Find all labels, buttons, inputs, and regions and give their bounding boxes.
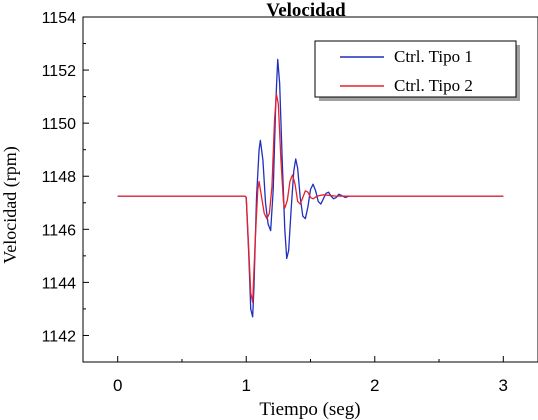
x-axis: 0 1 2 3 [113, 356, 508, 395]
legend: Ctrl. Tipo 1 Ctrl. Tipo 2 [314, 40, 520, 101]
y-tick-label: 1146 [42, 222, 77, 239]
x-tick-label: 0 [113, 376, 122, 395]
legend-label-series-2: Ctrl. Tipo 2 [394, 76, 473, 95]
y-tick-label: 1144 [42, 275, 77, 292]
y-axis-label: Velocidad (rpm) [0, 146, 21, 263]
chart-title: Velocidad [266, 0, 346, 21]
series-layer [117, 58, 504, 318]
y-tick-label: 1150 [42, 116, 77, 133]
series-line-1 [117, 58, 504, 318]
x-axis-label: Tiempo (seg) [259, 399, 360, 420]
legend-label-series-1: Ctrl. Tipo 1 [394, 47, 473, 66]
y-tick-label: 1152 [42, 63, 77, 80]
x-tick-label: 2 [370, 376, 379, 395]
y-axis: 1142 1144 1146 1148 1150 1152 1154 [42, 10, 89, 345]
y-tick-label: 1154 [42, 10, 77, 27]
x-tick-label: 3 [499, 376, 508, 395]
y-tick-label: 1148 [42, 169, 77, 186]
x-tick-label: 1 [242, 376, 251, 395]
y-tick-label: 1142 [42, 328, 77, 345]
series-line-2 [117, 93, 504, 303]
legend-box [314, 40, 517, 98]
